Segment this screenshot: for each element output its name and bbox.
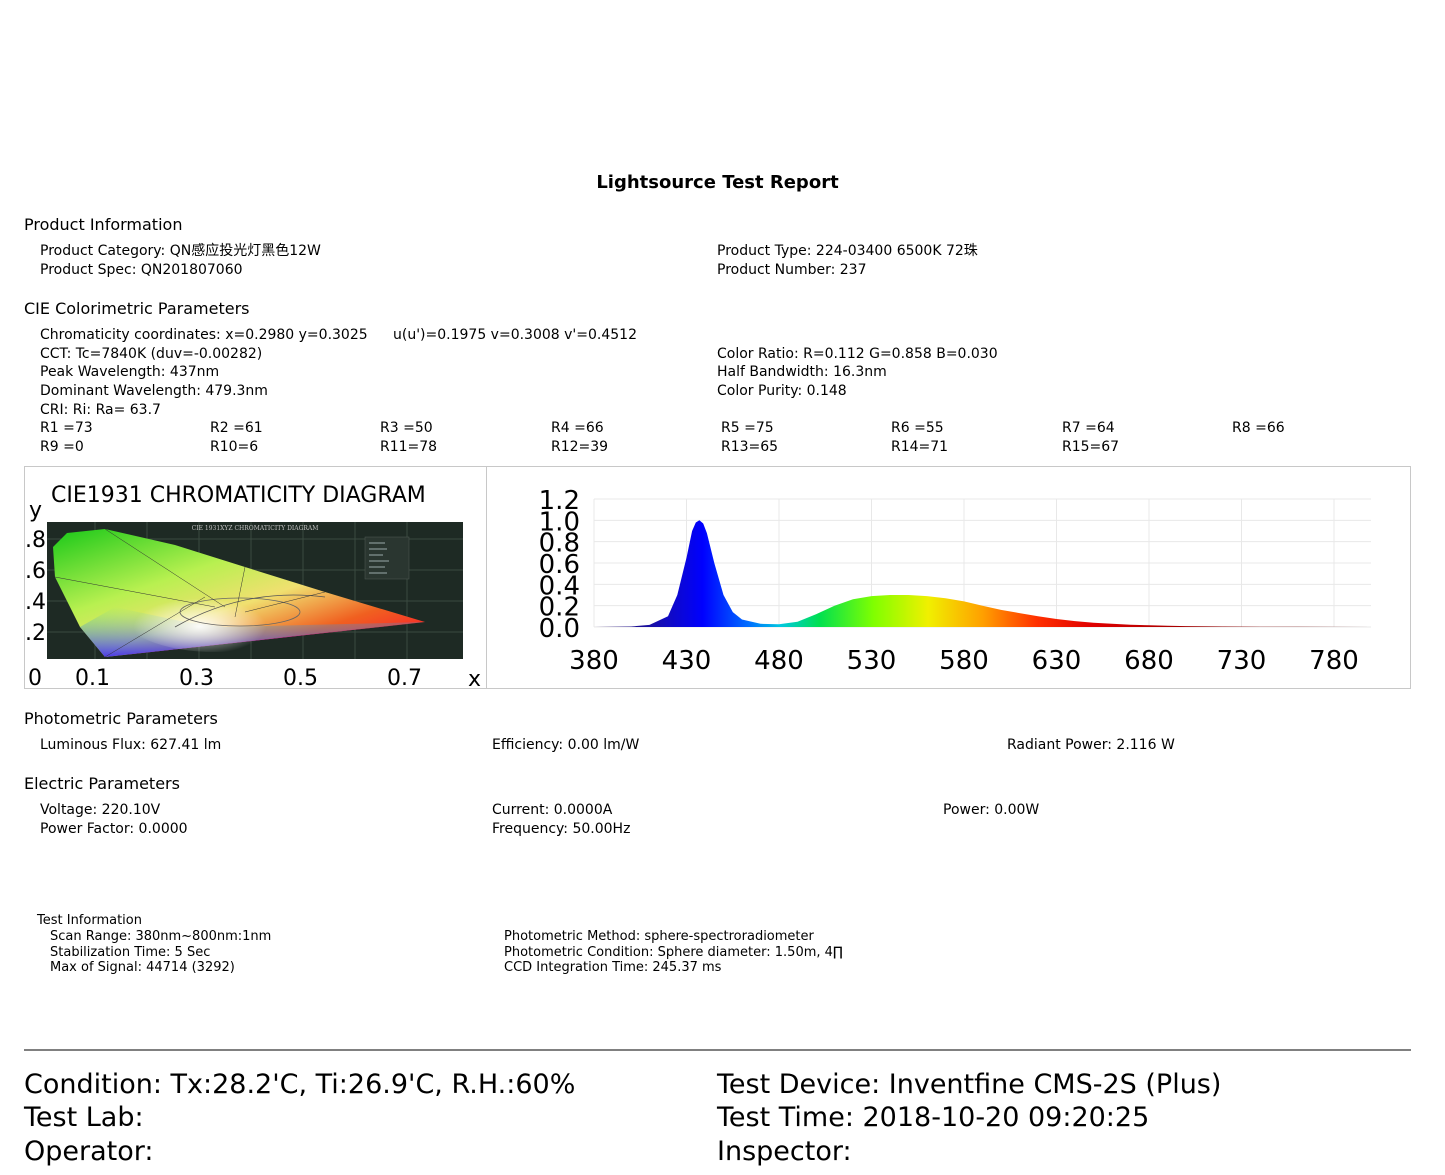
photometric-condition: Photometric Condition: Sphere diameter: … (504, 945, 843, 960)
ri-value: R2 =61 (210, 420, 263, 436)
luminous-flux: Luminous Flux: 627.41 lm (40, 737, 222, 753)
ri-value: R15=67 (1062, 438, 1120, 455)
uv-coordinates: u(u')=0.1975 v=0.3008 v'=0.4512 (393, 327, 637, 343)
operator: Operator: (24, 1136, 154, 1167)
product-type: Product Type: 224-03400 6500K 72珠 (717, 243, 978, 259)
y-tick-label: 0.4 (539, 571, 580, 601)
inspector: Inspector: (717, 1136, 852, 1167)
y-tick-label: 0.0 (539, 614, 580, 644)
test-time: Test Time: 2018-10-20 09:20:25 (717, 1102, 1150, 1133)
efficiency: Efficiency: 0.00 lm/W (492, 737, 640, 753)
x-tick-label: 730 (1217, 646, 1267, 676)
current: Current: 0.0000A (492, 802, 613, 818)
y-axis-label: y (29, 498, 42, 523)
ri-value: R11=78 (380, 438, 438, 455)
cri: CRI: Ri: Ra= 63.7 (40, 402, 161, 418)
product-info-heading: Product Information (24, 215, 183, 234)
y-tick-label: 1.0 (539, 507, 580, 537)
x-tick-label: 430 (662, 646, 712, 676)
ri-value: R8 =66 (1232, 420, 1285, 436)
product-category: Product Category: QN感应投光灯黑色12W (40, 243, 321, 259)
ri-value: R5 =75 (721, 420, 774, 436)
y-tick-label: .6 (25, 559, 46, 584)
photometric-heading: Photometric Parameters (24, 709, 218, 728)
y-tick-label: 1.2 (539, 486, 580, 516)
cct: CCT: Tc=7840K (duv=-0.00282) (40, 346, 263, 362)
power-factor: Power Factor: 0.0000 (40, 821, 188, 837)
color-ratio: Color Ratio: R=0.112 G=0.858 B=0.030 (717, 346, 998, 362)
scan-range: Scan Range: 380nm~800nm:1nm (50, 929, 272, 944)
cie-heading: CIE Colorimetric Parameters (24, 299, 250, 318)
test-info-heading: Test Information (37, 913, 142, 928)
x-tick-label: 780 (1309, 646, 1359, 676)
dominant-wavelength: Dominant Wavelength: 479.3nm (40, 383, 268, 399)
x-tick-label: 630 (1032, 646, 1082, 676)
y-tick-label: 0.2 (539, 593, 580, 623)
ri-value: R13=65 (721, 438, 779, 455)
max-signal: Max of Signal: 44714 (3292) (50, 960, 235, 975)
locus-wavelength-lines (54, 528, 326, 658)
y-tick-label: .2 (25, 621, 46, 646)
white-region (120, 572, 310, 652)
ri-value: R14=71 (891, 438, 949, 455)
cie-diagram-title: CIE1931 CHROMATICITY DIAGRAM (51, 483, 426, 508)
x-tick-label: 680 (1124, 646, 1174, 676)
spectrum-panel: 1.2 1.0 0.8 0.6 0.4 0.2 0.0 380 430 480 530 580 630… (486, 466, 1411, 689)
frequency: Frequency: 50.00Hz (492, 821, 631, 837)
x-tick-label: 380 (569, 646, 619, 676)
spectrum-curve (594, 520, 1371, 627)
x-tick-label: 0 (28, 666, 42, 688)
cie-diagram: CIE 1931XYZ CHROMATICITY DIAGRAM CIE1931… (25, 483, 481, 688)
test-lab: Test Lab: (24, 1102, 144, 1133)
ri-value: R12=39 (551, 438, 609, 455)
report-title: Lightsource Test Report (596, 172, 839, 193)
planckian-locus (174, 594, 326, 628)
stabilization-time: Stabilization Time: 5 Sec (50, 945, 211, 960)
voltage: Voltage: 220.10V (40, 802, 161, 818)
x-tick-label: 530 (847, 646, 897, 676)
x-tick-label: 0.5 (283, 666, 318, 688)
peak-wavelength: Peak Wavelength: 437nm (40, 364, 220, 380)
color-purity: Color Purity: 0.148 (717, 383, 847, 399)
x-tick-label: 0.1 (75, 666, 110, 688)
x-tick-label: 480 (754, 646, 804, 676)
ri-value: R1 =73 (40, 420, 93, 436)
x-axis-label: x (468, 667, 481, 688)
footer-divider (24, 1049, 1411, 1051)
chromaticity-coordinates: Chromaticity coordinates: x=0.2980 y=0.3… (40, 327, 368, 343)
ri-value: R4 =66 (551, 420, 604, 436)
ri-value: R9 =0 (40, 438, 84, 455)
diagram-legend (364, 536, 410, 580)
diagram-inner-title: CIE 1931XYZ CHROMATICITY DIAGRAM (192, 525, 319, 532)
condition: Condition: Tx:28.2'C, Ti:26.9'C, R.H.:60… (24, 1069, 576, 1100)
product-number: Product Number: 237 (717, 262, 867, 278)
half-bandwidth: Half Bandwidth: 16.3nm (717, 364, 887, 380)
x-tick-label: 0.7 (387, 666, 422, 688)
ri-value: R10=6 (210, 438, 259, 455)
y-tick-label: 0.8 (539, 529, 580, 559)
power: Power: 0.00W (943, 802, 1040, 818)
cie-diagram-panel: CIE 1931XYZ CHROMATICITY DIAGRAM CIE1931… (24, 466, 487, 689)
radiant-power: Radiant Power: 2.116 W (1007, 737, 1175, 753)
spectrum-x-ticks: 380 430 480 530 580 630 680 730 780 (569, 646, 1359, 676)
y-tick-label: 0.6 (539, 550, 580, 580)
y-tick-label: .4 (25, 590, 46, 615)
ri-value: R7 =64 (1062, 420, 1115, 436)
photometric-method: Photometric Method: sphere-spectroradiom… (504, 929, 814, 944)
x-tick-label: 580 (939, 646, 989, 676)
spectrum-chart: 1.21.00.80.60.40.20.0 380 430 480 530 580 630… (539, 486, 1371, 676)
product-spec: Product Spec: QN201807060 (40, 262, 243, 278)
test-device: Test Device: Inventfine CMS-2S (Plus) (717, 1069, 1222, 1100)
electric-heading: Electric Parameters (24, 774, 180, 793)
spectrum-y-ticks: 1.21.00.80.60.40.20.0 (539, 486, 580, 644)
ri-value: R6 =55 (891, 420, 944, 436)
y-tick-label: .8 (25, 528, 46, 553)
ccd-integration-time: CCD Integration Time: 245.37 ms (504, 960, 722, 975)
ri-value: R3 =50 (380, 420, 433, 436)
x-tick-label: 0.3 (179, 666, 214, 688)
